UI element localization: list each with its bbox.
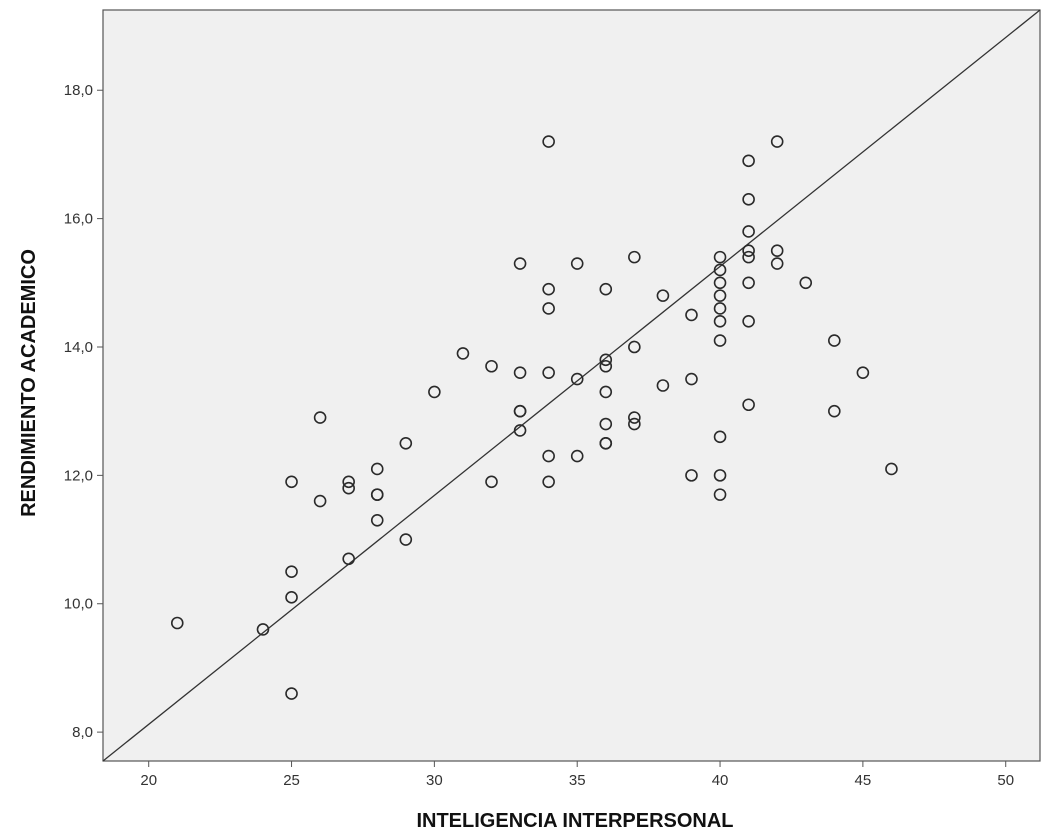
data-point: [570, 449, 584, 463]
data-point: [685, 372, 698, 386]
data-point: [285, 475, 298, 489]
data-point: [742, 250, 755, 264]
fit-line: [102, 9, 1041, 762]
data-point: [542, 366, 555, 379]
x-tick-label: 35: [569, 772, 586, 789]
data-point: [542, 449, 555, 463]
data-point: [513, 424, 527, 437]
data-point: [713, 276, 727, 290]
data-point: [828, 404, 841, 418]
data-point: [742, 276, 755, 290]
data-point: [713, 334, 727, 347]
y-tick-label: 14,0: [64, 339, 93, 356]
data-point: [399, 436, 413, 450]
x-axis: 20 25 30 35 40 45 50: [140, 761, 1014, 789]
data-point: [285, 687, 298, 700]
data-point: [742, 154, 755, 168]
data-point: [399, 533, 413, 546]
data-point: [770, 135, 784, 148]
x-tick-label: 25: [283, 772, 300, 789]
data-point: [285, 591, 298, 604]
data-point: [342, 481, 355, 495]
data-point: [770, 244, 784, 258]
data-point: [656, 289, 670, 302]
data-point: [313, 494, 327, 508]
x-axis-title: INTELIGENCIA INTERPERSONAL: [416, 810, 733, 832]
data-point: [285, 565, 298, 578]
data-point: [513, 404, 527, 418]
data-point: [513, 366, 527, 379]
data-point: [656, 379, 670, 392]
y-tick-label: 8,0: [72, 724, 93, 741]
points-layer: [170, 135, 898, 700]
x-tick-label: 30: [426, 772, 443, 789]
y-axis-title: RENDIMIENTO ACADEMICO: [18, 249, 40, 517]
y-tick-label: 10,0: [64, 596, 93, 613]
data-point: [570, 257, 584, 270]
data-point: [542, 475, 555, 489]
data-point: [713, 315, 727, 328]
data-point: [456, 347, 470, 360]
data-point: [599, 353, 613, 367]
fit-line-layer: [102, 9, 1041, 762]
data-point: [885, 462, 898, 476]
data-point: [742, 398, 755, 412]
data-point: [513, 257, 527, 270]
data-point: [485, 475, 498, 489]
data-point: [742, 244, 755, 258]
data-point: [713, 430, 727, 444]
x-tick-label: 40: [712, 772, 729, 789]
data-point: [742, 315, 755, 328]
data-point: [685, 308, 698, 322]
x-tick-label: 50: [997, 772, 1014, 789]
data-point: [342, 475, 355, 489]
data-point: [799, 276, 813, 290]
data-point: [742, 225, 755, 238]
data-point: [628, 417, 641, 431]
y-tick-label: 16,0: [64, 211, 93, 228]
y-tick-label: 12,0: [64, 467, 93, 484]
x-tick-label: 45: [855, 772, 872, 789]
y-tick-label: 18,0: [64, 82, 93, 99]
data-point: [542, 282, 555, 296]
data-point: [713, 469, 727, 482]
data-point: [485, 359, 498, 373]
data-point: [570, 372, 584, 386]
data-point: [713, 250, 727, 264]
data-point: [628, 411, 641, 424]
data-point: [742, 193, 755, 206]
data-point: [770, 257, 784, 270]
data-point: [856, 366, 870, 379]
data-point: [342, 552, 355, 566]
data-point: [828, 334, 841, 347]
data-point: [628, 250, 641, 264]
data-point: [370, 488, 384, 501]
data-point: [599, 417, 613, 431]
data-point: [713, 263, 727, 277]
data-point: [685, 469, 698, 482]
data-point: [256, 623, 270, 636]
data-point: [542, 302, 555, 315]
data-point: [542, 135, 555, 148]
data-point: [599, 282, 613, 296]
data-point: [628, 340, 641, 354]
data-point: [170, 616, 184, 630]
data-point: [313, 411, 327, 424]
data-point: [713, 488, 727, 501]
data-point: [713, 289, 727, 302]
data-point: [428, 385, 441, 399]
data-point: [599, 436, 613, 450]
x-tick-label: 20: [140, 772, 157, 789]
data-point: [713, 302, 727, 315]
data-point: [370, 462, 384, 476]
data-point: [370, 513, 384, 527]
data-point: [599, 359, 613, 373]
data-point: [599, 385, 613, 399]
y-axis: 8,0 10,0 12,0 14,0 16,0 18,0: [64, 82, 103, 741]
